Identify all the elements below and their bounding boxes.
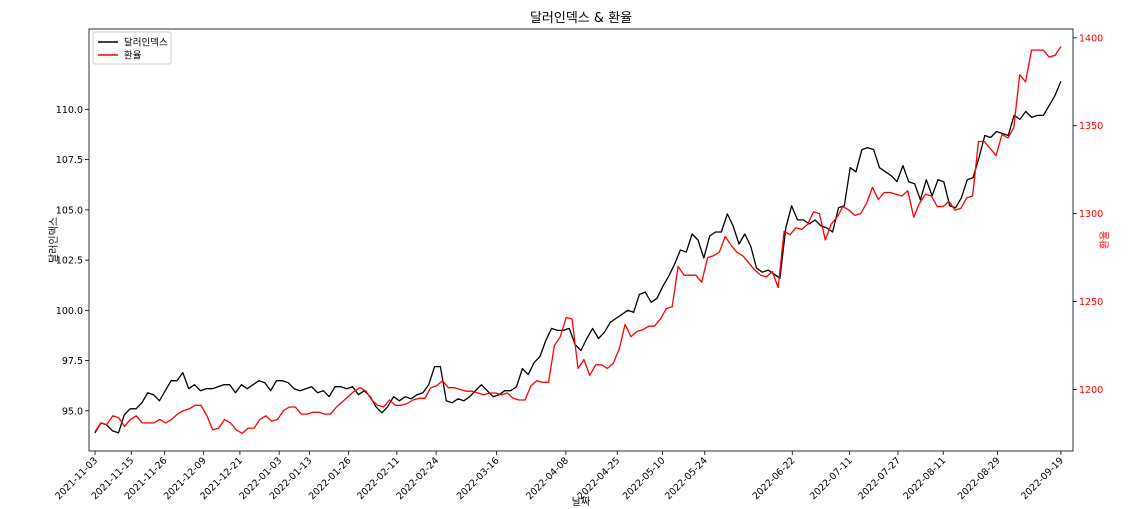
y-left-tick-label: 95.0 [62,406,83,417]
x-tick-label: 2022-01-26 [307,455,354,502]
x-axis-label: 날짜 [572,496,590,508]
series-line-0 [94,80,1062,434]
y-axis-left-label: 달러인덱스 [48,217,60,263]
series-line-1 [94,46,1062,435]
y-left-tick-label: 107.5 [56,155,83,166]
legend-box [92,31,172,65]
legend-label-dollar-index: 달러인덱스 [124,37,168,49]
y-right-tick-label: 1350 [1079,121,1103,132]
x-tick-label: 2022-07-27 [856,455,903,502]
y-left-tick-label: 105.0 [56,205,83,216]
legend: 달러인덱스 환율 [92,31,172,65]
x-tick-label: 2022-03-16 [455,455,502,502]
x-tick-label: 2022-05-24 [663,455,710,502]
legend-label-exchange-rate: 환율 [124,50,142,62]
x-tick-label: 2022-09-19 [1019,455,1066,502]
y-left-tick-label: 97.5 [62,356,83,367]
y-left-tick-label: 100.0 [56,306,83,317]
y-right-tick-label: 1250 [1079,297,1103,308]
x-tick-label: 2022-07-11 [808,455,855,502]
y-right-tick-label: 1300 [1079,209,1103,220]
y-left-tick-label: 110.0 [56,105,83,116]
series-layer [94,46,1062,435]
y-left-tick-label: 102.5 [56,256,83,267]
axes-layer: 95.0 97.5 100.0 102.5 105.0 107.5 110.0 1200 125… [53,28,1103,502]
x-tick-label: 2022-04-25 [576,455,623,502]
chart-title: 달러인덱스 & 환율 [530,11,632,26]
y-right-tick-label: 1200 [1079,385,1103,396]
y-axis-right-label: 환율 [1099,231,1111,249]
y-right-tick-label: 1400 [1079,33,1103,44]
x-tick-label: 2022-06-22 [751,455,798,502]
x-tick-label: 2022-08-11 [902,455,949,502]
x-tick-label: 2022-05-10 [621,455,668,502]
x-tick-label: 2022-08-29 [956,455,1003,502]
x-tick-label: 2022-02-24 [394,455,441,502]
x-tick-label: 2022-04-08 [524,455,571,502]
plot-frame [88,28,1074,452]
